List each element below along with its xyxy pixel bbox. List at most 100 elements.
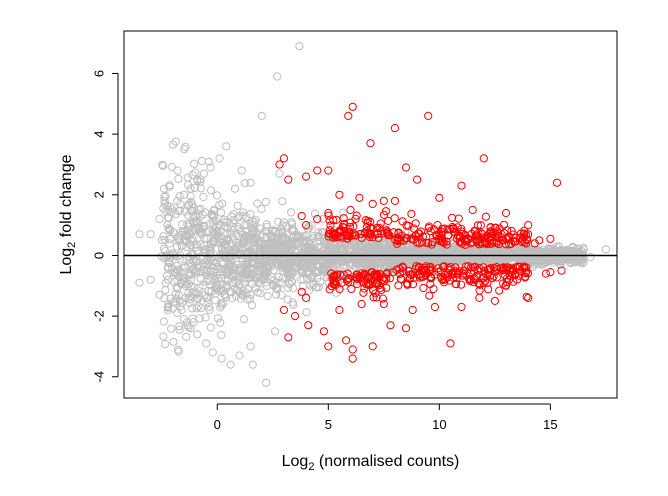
gene-point: [217, 301, 226, 310]
gene-point: [213, 271, 222, 280]
significant-gene-point: [390, 124, 399, 133]
gene-point: [157, 252, 166, 261]
gene-point: [546, 245, 555, 254]
gene-point: [370, 250, 380, 259]
gene-point: [601, 245, 611, 254]
gene-point: [428, 249, 437, 258]
gene-point: [223, 253, 232, 262]
gene-point: [257, 111, 266, 121]
significant-gene-point: [343, 269, 352, 278]
gene-point: [364, 246, 373, 256]
significant-gene-point: [348, 354, 357, 363]
significant-gene-point: [290, 312, 300, 321]
significant-gene-point: [336, 228, 345, 237]
gene-point: [268, 227, 278, 236]
significant-gene-point: [484, 285, 493, 294]
gene-point: [188, 170, 197, 180]
significant-gene-point: [501, 208, 511, 218]
gene-point: [403, 254, 412, 263]
axis-title-prefix: Log: [58, 248, 75, 275]
significant-gene-point: [521, 273, 530, 282]
gene-point: [186, 184, 195, 193]
gene-point: [233, 286, 242, 295]
significant-gene-point: [394, 228, 403, 237]
gene-point: [278, 228, 287, 237]
gene-point: [238, 290, 247, 299]
gene-point: [247, 257, 256, 266]
plot-area-frame: [123, 30, 618, 399]
significant-gene-point: [366, 217, 375, 226]
axis-title-subscript: 2: [308, 461, 314, 473]
gene-point: [180, 278, 189, 287]
gene-point: [255, 224, 264, 233]
gene-point: [184, 294, 193, 303]
gene-point: [195, 224, 204, 233]
gene-point: [247, 301, 256, 310]
significant-gene-point: [366, 280, 375, 289]
significant-gene-point: [389, 228, 398, 237]
gene-point: [365, 250, 374, 259]
gene-point: [262, 378, 271, 387]
x-tick-label: 15: [543, 417, 557, 432]
gene-point: [360, 240, 370, 249]
gene-point: [213, 262, 223, 271]
gene-point: [199, 221, 208, 231]
gene-point: [177, 230, 186, 240]
gene-point: [173, 196, 182, 205]
gene-point: [155, 290, 164, 299]
gene-point: [185, 256, 194, 265]
significant-gene-point: [343, 275, 353, 284]
significant-gene-point: [302, 172, 311, 181]
significant-gene-point: [520, 238, 529, 247]
gene-point: [206, 186, 216, 195]
gene-point: [194, 291, 204, 300]
gene-point: [192, 246, 201, 255]
gene-point: [207, 209, 216, 219]
gene-point: [202, 339, 211, 348]
significant-gene-point: [438, 224, 447, 233]
gene-point: [459, 252, 468, 261]
gene-point: [206, 277, 215, 286]
gene-point: [226, 228, 235, 237]
significant-gene-point: [384, 216, 393, 225]
gene-point: [357, 257, 366, 266]
significant-gene-point: [376, 219, 385, 228]
significant-gene-point: [407, 209, 416, 218]
gene-point: [263, 292, 272, 301]
gene-point: [162, 271, 172, 280]
significant-gene-point: [495, 224, 504, 233]
gene-point: [261, 257, 270, 266]
gene-point: [202, 294, 211, 303]
significant-gene-point: [379, 196, 388, 205]
gene-point: [249, 233, 258, 242]
significant-gene-point: [381, 207, 391, 216]
significant-gene-point: [383, 268, 392, 277]
gene-point: [374, 256, 384, 265]
gene-point: [520, 258, 529, 267]
gene-point: [267, 231, 276, 240]
significant-gene-point: [352, 273, 361, 282]
gene-point: [233, 201, 242, 210]
y-axis: -4 -2 0 2 4 6: [91, 70, 119, 383]
y-tick-label: 0: [91, 252, 106, 259]
significant-gene-point: [524, 221, 533, 230]
gene-point: [174, 252, 183, 261]
gene-point: [272, 290, 281, 299]
gene-point: [176, 302, 185, 311]
significant-gene-point: [418, 238, 427, 247]
gene-point: [205, 302, 214, 311]
significant-gene-point: [313, 214, 322, 224]
significant-gene-point: [342, 336, 351, 345]
gene-point: [320, 263, 329, 272]
gene-point: [188, 234, 197, 243]
significant-gene-point: [326, 221, 335, 230]
gene-point: [212, 283, 221, 293]
gene-point: [201, 245, 210, 254]
significant-gene-point: [324, 342, 333, 351]
gene-point: [246, 294, 255, 303]
gene-point: [302, 308, 311, 317]
significant-gene-point: [368, 233, 377, 242]
significant-gene-point: [488, 274, 497, 283]
significant-gene-point: [376, 284, 385, 293]
series-1: [275, 102, 566, 363]
